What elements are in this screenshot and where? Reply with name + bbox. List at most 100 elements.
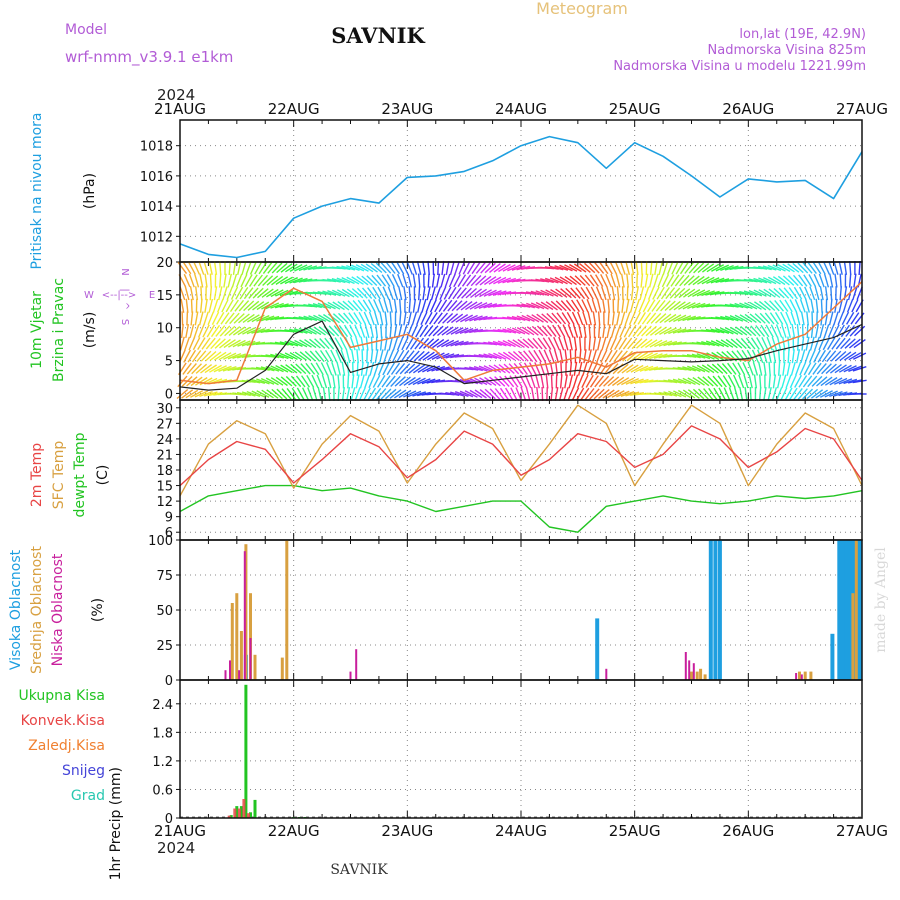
wind-barb	[735, 338, 747, 350]
wind-barb	[255, 366, 270, 371]
wind-barb	[197, 324, 205, 338]
elevation-label: Nadmorska Visina 825m	[708, 43, 867, 58]
wind-barb	[663, 379, 678, 384]
wind-barb	[208, 261, 213, 275]
wind-barb	[843, 260, 848, 276]
wind-barb	[602, 389, 615, 399]
wind-barb	[780, 387, 788, 401]
wind-barb	[209, 286, 213, 301]
wind-barb	[412, 298, 417, 313]
legend-freezing-rain: Zaledj.Kisa	[28, 738, 105, 754]
wind-barb	[319, 338, 330, 350]
wind-barb	[769, 300, 780, 312]
wind-barb	[179, 286, 186, 301]
cloud-mid-axis-title: Srednja Oblacnost	[29, 546, 45, 674]
wind-barb	[293, 277, 308, 284]
wind-barb	[665, 287, 676, 300]
wind-barb	[571, 299, 580, 312]
wind-barb	[327, 301, 341, 310]
wind-barb	[773, 287, 785, 299]
wind-barb	[450, 391, 464, 397]
wind-barb	[377, 375, 386, 388]
wind-barb	[348, 312, 358, 325]
wind-barb	[813, 273, 821, 288]
wind-barb	[774, 312, 784, 325]
wind-barb	[237, 326, 251, 336]
wind-barb	[484, 262, 496, 274]
wind-barb	[506, 316, 521, 321]
wind-barb	[275, 364, 289, 373]
wind-barb	[547, 324, 557, 338]
wind-barb	[315, 362, 324, 376]
wind-barb	[219, 325, 231, 337]
wind-barb	[569, 263, 582, 273]
cloud-bar	[244, 544, 248, 680]
wind-barb	[561, 312, 571, 325]
wind-barb	[502, 351, 516, 361]
wind-barb	[228, 260, 231, 276]
precip-bar	[244, 684, 248, 818]
wind-barb	[581, 299, 589, 313]
cloud-bar	[830, 633, 835, 680]
wind-barb	[715, 316, 730, 321]
wind-barb	[640, 273, 644, 288]
wind-barb	[265, 302, 280, 310]
wind-barb	[607, 298, 610, 313]
wind-barb	[799, 298, 806, 313]
wind-barb	[781, 374, 787, 389]
wind-barb	[443, 286, 452, 300]
wind-barb	[541, 325, 553, 337]
wind-barb	[218, 365, 232, 372]
wind-barb	[595, 286, 603, 300]
wind-barb	[572, 324, 579, 338]
wind-barb	[190, 390, 204, 398]
wind-barb	[530, 290, 545, 296]
x-tick-label-top: 25AUG	[609, 100, 661, 118]
wind-barb	[219, 273, 222, 288]
wind-barb	[487, 303, 502, 308]
wind-barb	[380, 323, 383, 339]
wind-barb	[355, 374, 360, 389]
wind-barb	[582, 361, 588, 376]
wind-barb	[702, 376, 714, 387]
model-label: Model	[65, 22, 107, 38]
wind-barb	[720, 264, 734, 272]
wind-barb	[782, 275, 795, 286]
cloud-units: (%)	[90, 598, 106, 622]
compass-glyph: E	[149, 290, 155, 301]
wind-barb	[356, 361, 359, 376]
cloud-bar	[837, 540, 842, 680]
y-tick-label: 21	[156, 448, 173, 463]
wind-barb	[450, 327, 464, 335]
wind-barb	[330, 349, 338, 363]
wind-barb	[181, 311, 184, 326]
wind-barb	[308, 326, 322, 336]
wind-barb	[331, 278, 346, 284]
wind-barb	[242, 313, 255, 323]
wind-barb	[659, 313, 672, 324]
wind-barb	[214, 338, 226, 349]
wind-barb	[488, 364, 502, 373]
wind-barb	[372, 286, 381, 300]
wind-barb	[630, 286, 634, 301]
wind-barb	[426, 365, 441, 373]
wind-barb	[433, 312, 443, 325]
wind-barb	[656, 286, 665, 300]
wind-barb	[347, 374, 350, 389]
wind-barb	[492, 290, 507, 296]
wind-barb	[800, 349, 806, 364]
wind-barb	[569, 275, 582, 286]
temp-units: (C)	[95, 465, 111, 486]
wind-barb	[385, 262, 396, 274]
y-tick-label: 6	[165, 526, 173, 541]
wind-barb	[341, 277, 355, 285]
wind-barb	[385, 375, 396, 388]
wind-barb	[824, 377, 838, 386]
wind-barb	[597, 311, 601, 326]
wind-barb	[417, 378, 431, 385]
wind-barb	[353, 312, 362, 325]
wind-compass-legend: W <--|--> E S ^ | N	[84, 268, 155, 325]
wind-barb	[832, 324, 840, 338]
wind-barb	[483, 341, 498, 346]
wind-barb	[384, 311, 388, 326]
